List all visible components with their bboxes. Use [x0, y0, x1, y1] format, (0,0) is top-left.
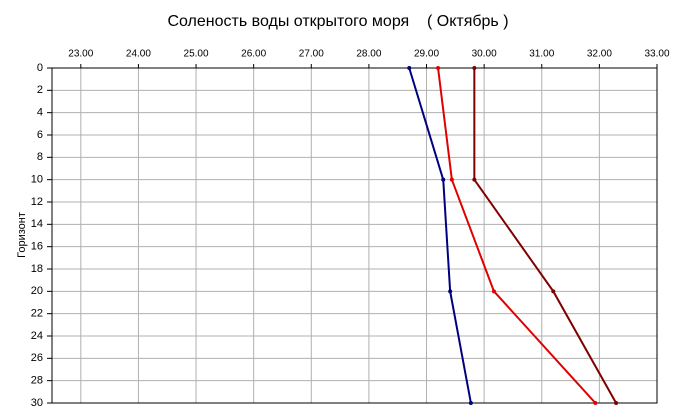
- data-point: [407, 66, 412, 70]
- series-line: [437, 67, 597, 404]
- y-tick-label: 26: [31, 352, 43, 364]
- data-point: [472, 66, 477, 70]
- series-line: [473, 68, 617, 404]
- data-point: [551, 289, 556, 294]
- plot-border: [51, 67, 658, 404]
- series-line: [408, 67, 472, 404]
- data-point: [491, 289, 496, 294]
- data-point: [436, 66, 441, 70]
- plot-area: [52, 68, 657, 403]
- y-tick-label: 20: [31, 285, 43, 297]
- x-tick-label: 33.00: [644, 49, 669, 60]
- y-tick-label: 6: [37, 129, 43, 141]
- data-point: [449, 177, 454, 182]
- data-point: [468, 401, 473, 405]
- x-tick-label: 31.00: [529, 49, 554, 60]
- data-point: [448, 289, 453, 294]
- y-tick-label: 2: [37, 84, 43, 96]
- y-tick-label: 10: [31, 174, 43, 186]
- x-tick-label: 25.00: [184, 49, 209, 60]
- y-tick-label: 30: [31, 397, 43, 409]
- chart-title: Соленость воды открытого моря ( Октябрь …: [167, 13, 508, 30]
- x-tick-label: 28.00: [356, 49, 381, 60]
- y-tick-label: 28: [31, 375, 43, 387]
- y-tick-label: 8: [37, 151, 43, 163]
- x-tick-label: 26.00: [241, 49, 266, 60]
- data-point: [441, 177, 446, 182]
- data-point: [614, 401, 619, 405]
- y-tick-label: 22: [31, 308, 43, 320]
- x-tick-label: 24.00: [126, 49, 151, 60]
- y-tick-label: 14: [31, 218, 43, 230]
- x-tick-label: 32.00: [587, 49, 612, 60]
- data-point: [593, 401, 598, 405]
- x-tick-label: 23.00: [68, 49, 93, 60]
- data-point: [472, 177, 477, 182]
- x-tick-label: 27.00: [299, 49, 324, 60]
- y-tick-label: 24: [31, 330, 43, 342]
- x-tick-label: 30.00: [472, 49, 497, 60]
- y-tick-label: 4: [37, 107, 43, 119]
- y-axis-label: Горизонт: [16, 212, 28, 258]
- y-tick-label: 0: [37, 62, 43, 74]
- y-tick-label: 16: [31, 241, 43, 253]
- y-tick-label: 18: [31, 263, 43, 275]
- x-tick-label: 29.00: [414, 49, 439, 60]
- y-tick-label: 12: [31, 196, 43, 208]
